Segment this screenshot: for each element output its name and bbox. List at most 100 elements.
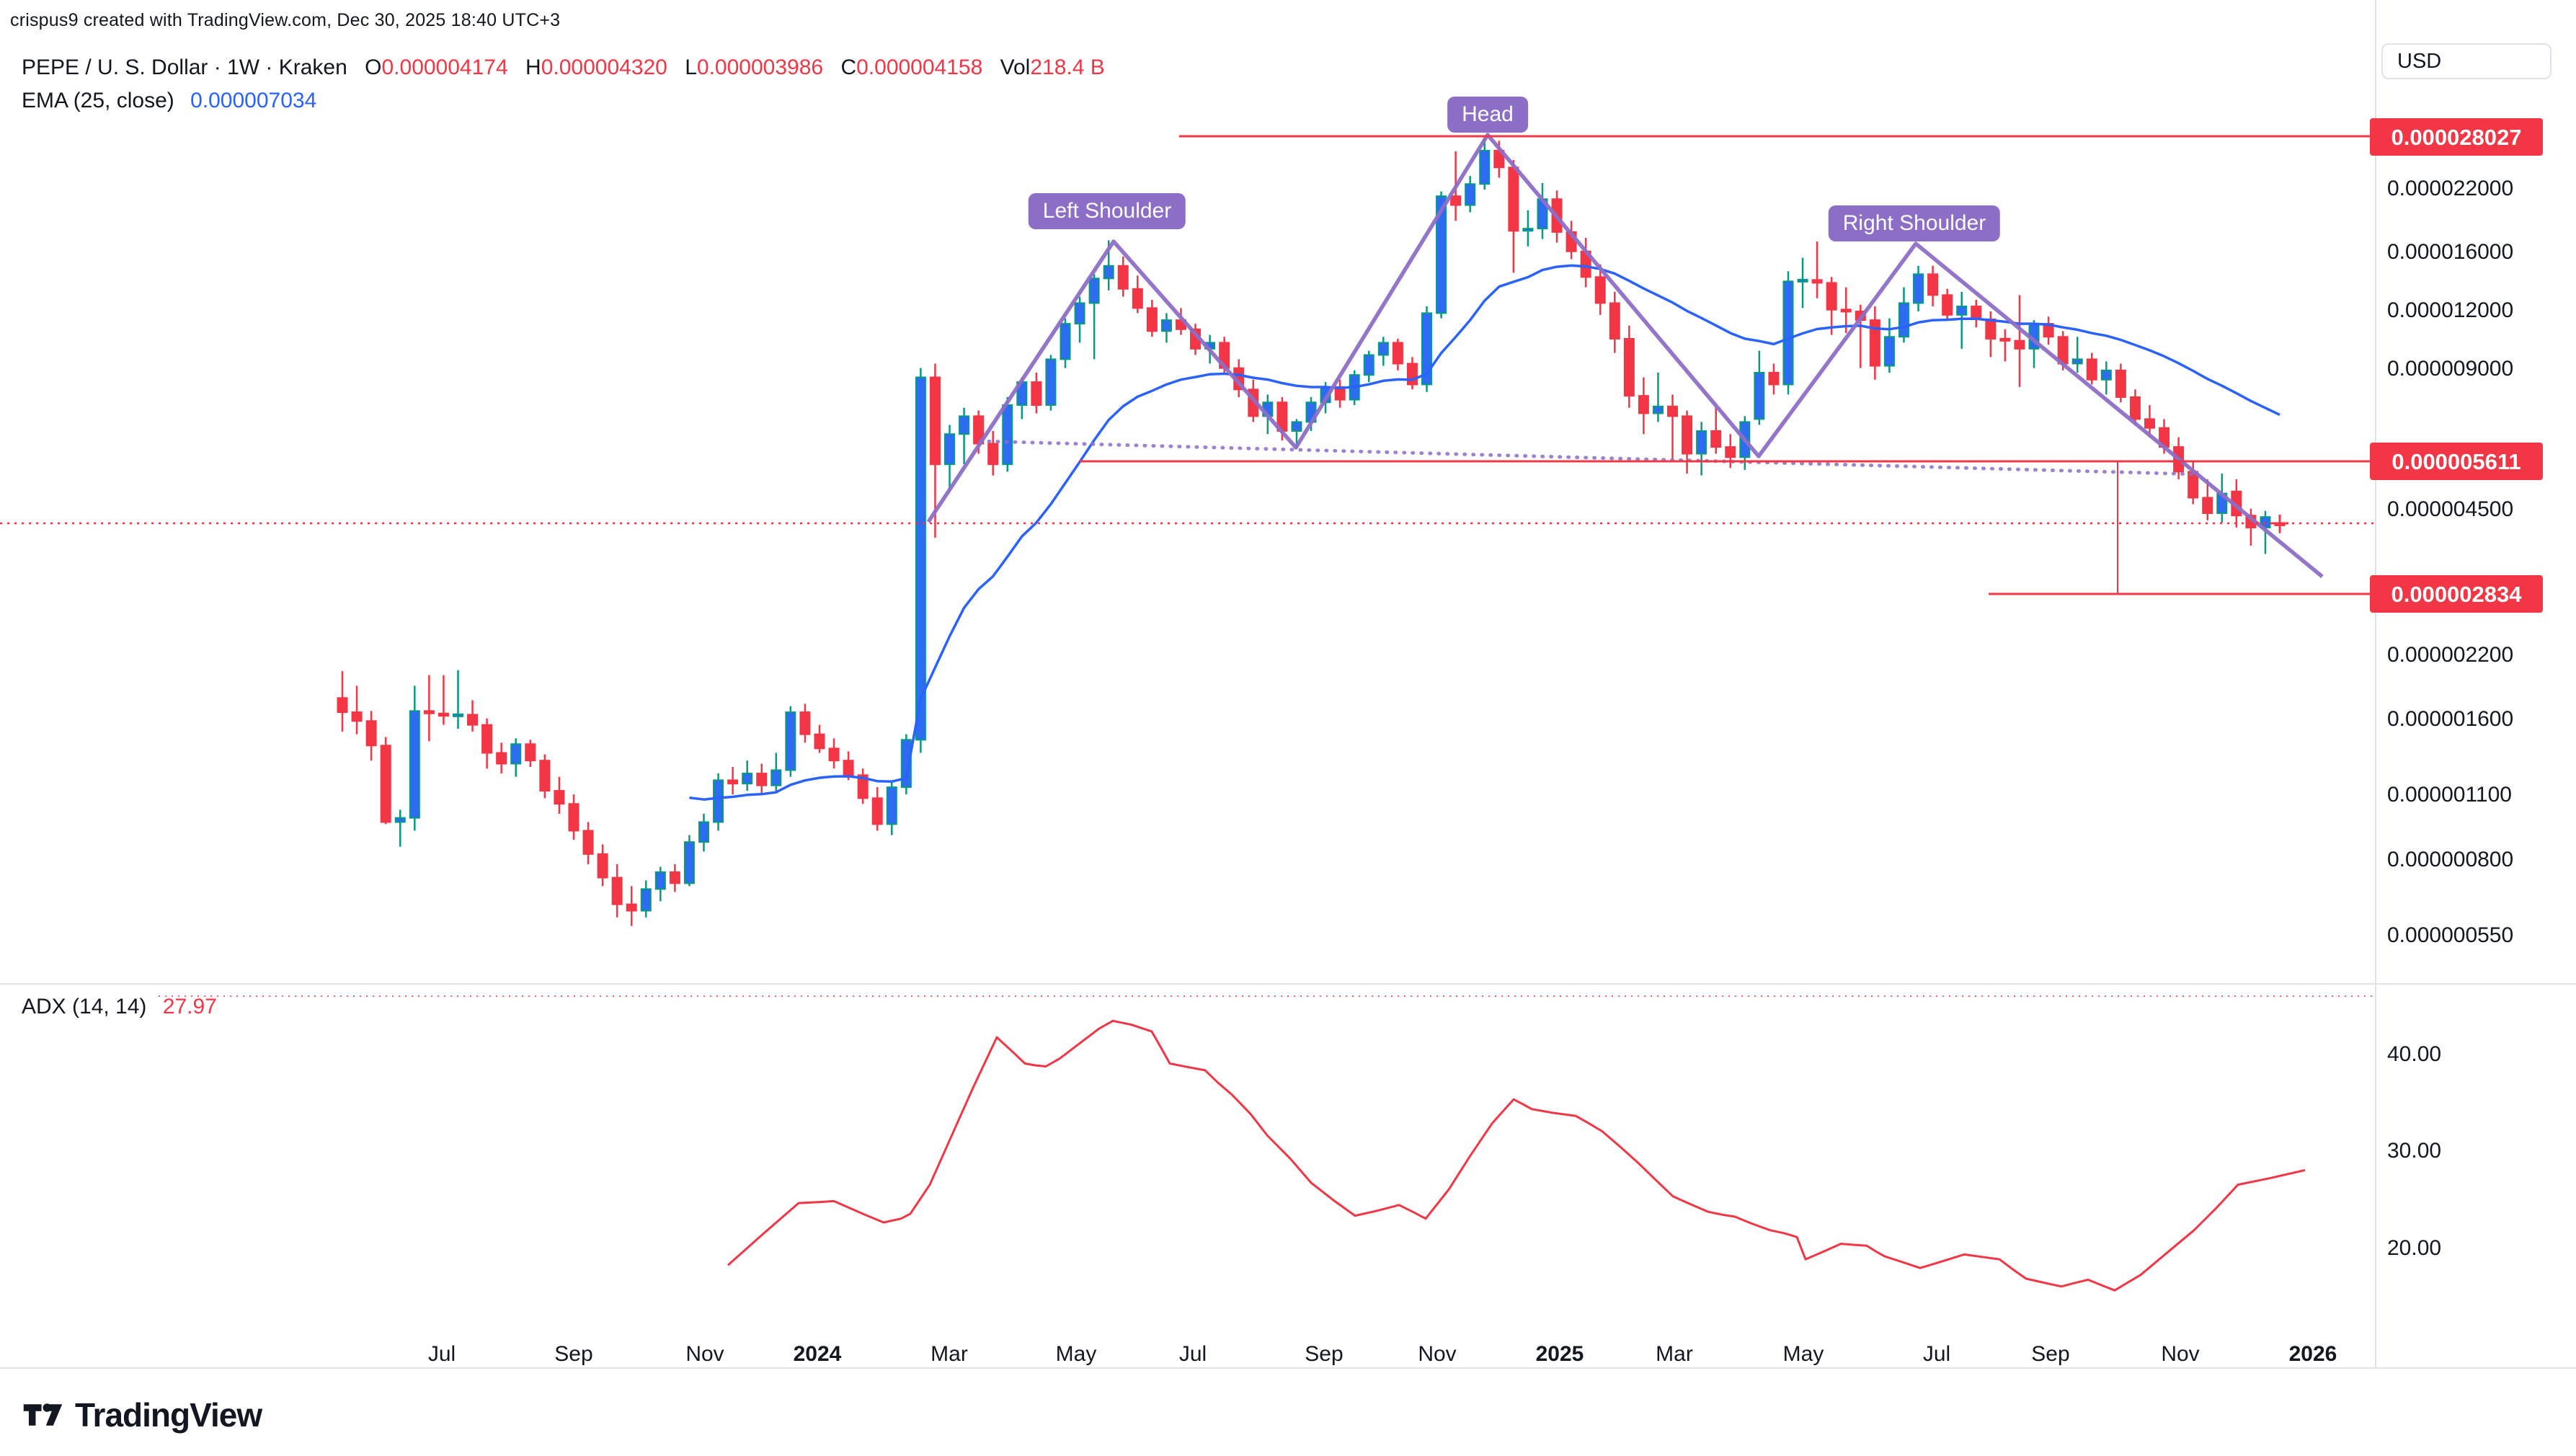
price-tick: 0.000004500 — [2387, 497, 2513, 521]
head-shoulders-trendline[interactable] — [926, 133, 2324, 579]
candle-body — [409, 710, 420, 819]
currency-unit-button[interactable]: USD — [2381, 43, 2551, 79]
candle-body — [654, 871, 666, 890]
price-tick: 0.000002200 — [2387, 643, 2513, 667]
price-chart-svg[interactable]: 0.0000280000.0000220000.0000160000.00001… — [0, 0, 2576, 1377]
price-tick: 0.000016000 — [2387, 240, 2513, 264]
candle-body — [1710, 430, 1722, 448]
candle-body — [1392, 342, 1403, 365]
candle-body — [2086, 358, 2097, 381]
candle-body — [1985, 318, 1997, 339]
candle-body — [539, 760, 551, 792]
candle-body — [1696, 430, 1707, 455]
price-tick: 0.000000800 — [2387, 848, 2513, 871]
time-tick: Nov — [2161, 1342, 2199, 1366]
adx-line[interactable] — [727, 1019, 2306, 1292]
ema-value: 0.000007034 — [190, 89, 317, 112]
candle-body — [2100, 369, 2112, 381]
price-axis[interactable]: 0.0000280000.0000220000.0000160000.00001… — [2370, 118, 2543, 1260]
time-tick: Jul — [428, 1342, 456, 1366]
candle-body — [683, 841, 695, 884]
time-tick: 2026 — [2289, 1342, 2337, 1366]
candle-body — [351, 711, 363, 722]
candle-body — [1508, 167, 1519, 232]
price-level-label-box — [2370, 443, 2543, 480]
candle-body — [1826, 282, 1837, 311]
candles-layer — [337, 137, 2286, 926]
tradingview-logo-icon — [23, 1403, 63, 1426]
time-tick: Jul — [1923, 1342, 1950, 1366]
candle-body — [756, 773, 768, 786]
candle-body — [959, 415, 970, 435]
candle-body — [2014, 339, 2025, 350]
candle-body — [1146, 307, 1158, 332]
open-label: O — [365, 56, 382, 79]
time-tick: 2024 — [794, 1342, 842, 1366]
candle-body — [1045, 358, 1057, 406]
candle-body — [1725, 446, 1736, 458]
candle-body — [1652, 405, 1664, 414]
candle-body — [1031, 381, 1042, 406]
candle-body — [1088, 278, 1100, 304]
candle-body — [1450, 195, 1462, 206]
candle-body — [814, 733, 825, 750]
candle-body — [843, 760, 854, 776]
time-tick: Mar — [931, 1342, 968, 1366]
close-label: C — [840, 56, 857, 79]
time-tick: 2025 — [1536, 1342, 1584, 1366]
candle-body — [1103, 265, 1114, 280]
attribution-title: crispus9 created with TradingView.com, D… — [10, 10, 561, 30]
candle-body — [1782, 280, 1794, 386]
tradingview-logo-text: TradingView — [75, 1396, 262, 1434]
symbol-legend: PEPE / U. S. Dollar · 1W · Kraken O0.000… — [22, 56, 1105, 80]
candle-body — [1117, 265, 1129, 290]
candle-body — [857, 774, 869, 799]
pattern-label-head[interactable]: Head — [1447, 97, 1528, 133]
candle-body — [1002, 404, 1013, 466]
candle-body — [828, 747, 840, 762]
candle-body — [698, 821, 709, 843]
pattern-label-right-shoulder[interactable]: Right Shoulder — [1828, 205, 2001, 241]
candle-body — [1623, 337, 1635, 397]
candle-body — [380, 745, 391, 823]
candle-body — [2129, 396, 2141, 420]
candle-body — [467, 714, 479, 726]
time-tick: Mar — [1656, 1342, 1693, 1366]
candle-body — [900, 739, 912, 789]
candle-body — [365, 720, 377, 747]
adx-legend[interactable]: ADX (14, 14) 27.97 — [22, 995, 217, 1019]
candle-body — [1132, 288, 1143, 309]
neckline-dotted[interactable] — [978, 439, 2200, 476]
time-tick: Sep — [1305, 1342, 1343, 1366]
candle-body — [1594, 276, 1606, 304]
volume-label: Vol — [1000, 56, 1031, 79]
volume-value: 218.4 B — [1030, 56, 1105, 79]
price-level-label: 0.000002834 — [2391, 582, 2522, 607]
price-tick: 0.000012000 — [2387, 298, 2513, 322]
candle-body — [1898, 302, 1909, 338]
adx-label: ADX (14, 14) — [22, 995, 147, 1018]
time-axis[interactable]: Jul Sep Nov 2024 Mar May Jul Sep Nov 2025 Mar May Ju… — [428, 1342, 2337, 1366]
candle-body — [1754, 371, 1765, 420]
candle-body — [1869, 319, 1880, 367]
candle-body — [871, 797, 883, 825]
candle-body — [1667, 405, 1679, 417]
candle-body — [799, 711, 811, 735]
candle-body — [1060, 323, 1071, 360]
candle-body — [438, 712, 449, 717]
ema-legend[interactable]: EMA (25, close) 0.000007034 — [22, 89, 316, 113]
candle-body — [481, 724, 493, 754]
low-value: 0.000003986 — [696, 56, 824, 79]
candle-body — [785, 711, 796, 771]
candle-body — [1436, 195, 1447, 314]
candle-body — [2202, 497, 2213, 515]
candle-body — [582, 830, 594, 855]
candle-body — [1682, 415, 1693, 455]
price-tick: 0.000001600 — [2387, 707, 2513, 731]
tradingview-logo[interactable]: TradingView — [20, 1393, 262, 1437]
adx-tick: 30.00 — [2387, 1139, 2441, 1163]
candle-body — [2144, 418, 2155, 429]
pattern-label-left-shoulder[interactable]: Left Shoulder — [1028, 193, 1186, 229]
candle-body — [640, 888, 652, 912]
candle-body — [742, 773, 753, 785]
